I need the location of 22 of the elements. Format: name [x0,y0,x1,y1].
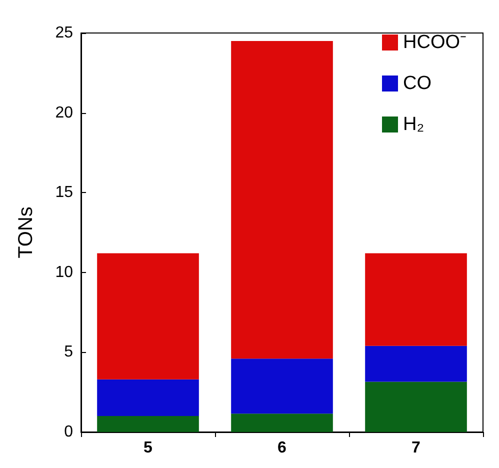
bar [365,346,467,382]
x-tick-label: 6 [278,440,287,456]
bar [97,379,199,416]
y-tick-label: 20 [55,104,74,122]
x-tick-label: 7 [412,440,421,456]
y-tick-label: 25 [55,24,74,42]
bar [365,382,467,432]
bar [231,414,333,432]
x-tick-label: 5 [144,440,153,456]
y-tick-label: 5 [64,344,74,361]
bar [231,358,333,414]
bar [97,253,199,380]
bar [97,416,199,432]
legend-label: HCOO⁻ [403,32,466,53]
y-tick-label: 10 [55,264,74,281]
y-axis-title: TONs [15,206,37,258]
y-tick-label: 15 [55,184,74,202]
bar [365,253,467,346]
legend-label: CO [403,73,432,94]
bar [231,40,333,359]
y-tick-label: 0 [64,424,74,440]
legend-label: H₂ [403,114,424,135]
